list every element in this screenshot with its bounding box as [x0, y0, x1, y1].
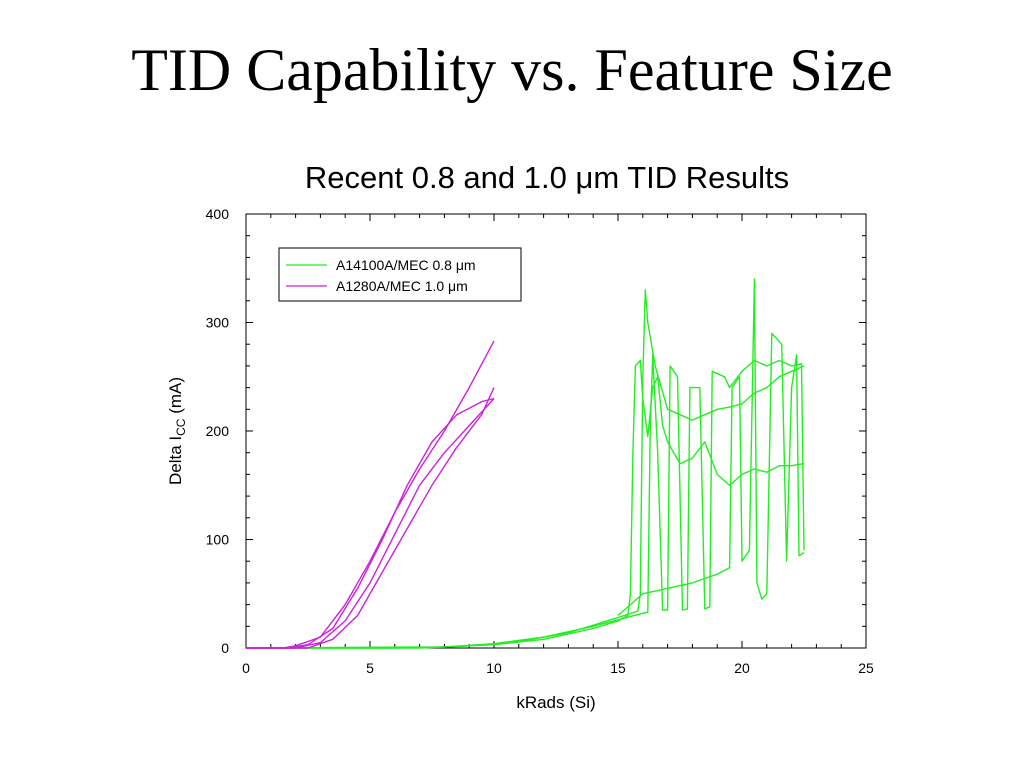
x-tick-labels: 0 5 10 15 20 25	[242, 660, 874, 676]
series-2-curve-2	[246, 397, 495, 649]
series-2-curve-3	[246, 398, 495, 649]
x-tick-label: 10	[486, 660, 502, 676]
y-axis-label: Delta ICC (mA)	[166, 377, 188, 485]
chart-title: Recent 0.8 and 1.0 μm TID Results	[305, 160, 789, 195]
x-tick-label: 5	[366, 660, 374, 676]
legend-label-series-2: A1280A/MEC 1.0 μm	[336, 278, 468, 294]
slide-title: TID Capability vs. Feature Size	[131, 37, 893, 103]
y-axis-label-suffix: (mA)	[166, 377, 185, 419]
series-1-curve-1	[246, 359, 805, 649]
x-tick-label: 20	[734, 660, 750, 676]
y-axis-label-subscript: CC	[174, 418, 188, 436]
x-axis-label: kRads (Si)	[516, 693, 595, 712]
legend-box	[278, 247, 522, 302]
series-2	[246, 340, 495, 649]
series-2-curve-1	[246, 340, 495, 649]
legend: A14100A/MEC 0.8 μm A1280A/MEC 1.0 μm	[278, 247, 522, 302]
y-axis-label-prefix: Delta I	[166, 436, 185, 485]
series-1	[245, 278, 805, 649]
y-tick-label: 0	[221, 640, 229, 656]
x-tick-label: 15	[610, 660, 626, 676]
x-tick-label: 25	[858, 660, 874, 676]
x-tick-label: 0	[242, 660, 250, 676]
y-tick-label: 400	[206, 206, 230, 222]
y-tick-label: 300	[206, 315, 230, 331]
y-tick-label: 200	[206, 423, 230, 439]
series-group	[245, 278, 805, 649]
series-1-curve-2	[246, 289, 805, 649]
series-1-curve-3	[245, 354, 805, 649]
y-tick-label: 100	[206, 532, 230, 548]
series-1-curve-4	[617, 278, 805, 617]
legend-label-series-1: A14100A/MEC 0.8 μm	[336, 257, 476, 273]
series-2-curve-4	[246, 387, 495, 649]
y-tick-labels: 0 100 200 300 400	[206, 206, 230, 656]
